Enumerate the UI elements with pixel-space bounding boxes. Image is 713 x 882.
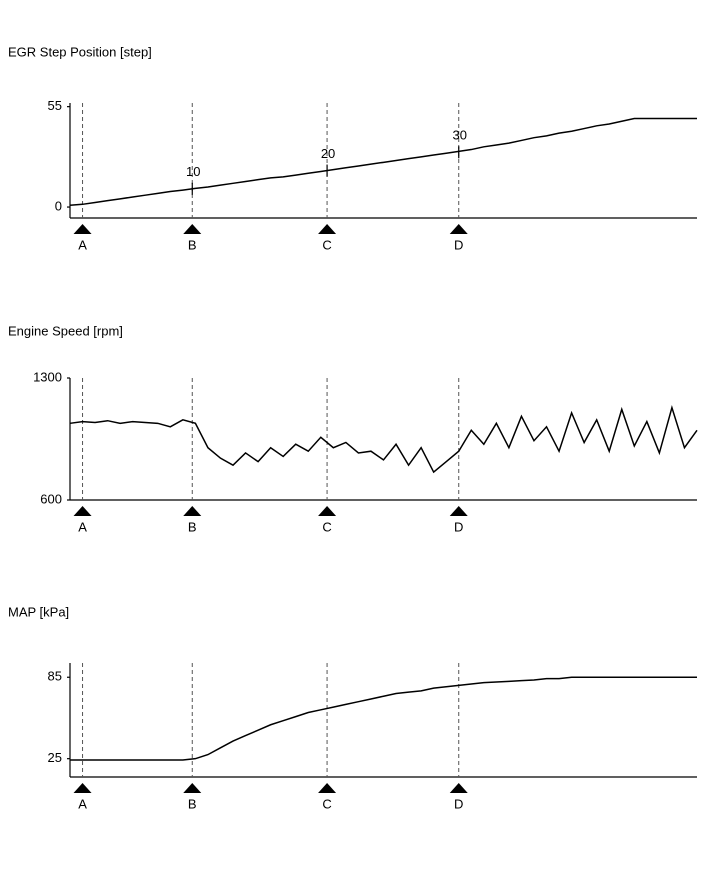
y-tick-label: 600 [40,491,62,506]
marker-triangle [449,506,468,516]
marker-triangle [183,224,202,234]
marker-triangle [318,783,337,793]
marker-triangle [73,506,92,516]
marker-triangle [449,783,468,793]
marker-label: B [188,519,197,534]
y-tick-label: 55 [48,98,62,113]
marker-label: B [188,237,197,252]
trace [69,117,697,206]
marker-label: D [454,796,463,811]
marker-triangle [73,783,92,793]
y-tick-label: 1300 [33,369,62,384]
annotation-label: 20 [321,146,335,161]
y-tick-label: 85 [48,669,62,684]
annotation-label: 30 [453,128,467,143]
marker-label: A [78,796,87,811]
marker-triangle [318,224,337,234]
marker-label: D [454,237,463,252]
chart-title: EGR Step Position [step] [8,44,152,59]
marker-label: C [322,519,331,534]
marker-label: B [188,796,197,811]
marker-label: C [322,237,331,252]
marker-label: C [322,796,331,811]
chart-title: Engine Speed [rpm] [8,323,123,338]
trace [70,676,697,761]
marker-label: A [78,237,87,252]
marker-triangle [73,224,92,234]
marker-triangle [183,506,202,516]
marker-triangle [318,506,337,516]
marker-triangle [183,783,202,793]
y-tick-label: 25 [48,750,62,765]
trace [69,404,698,474]
marker-label: A [78,519,87,534]
chart-title: MAP [kPa] [8,604,69,619]
marker-triangle [449,224,468,234]
annotation-label: 10 [186,164,200,179]
y-tick-label: 0 [55,198,62,213]
marker-label: D [454,519,463,534]
